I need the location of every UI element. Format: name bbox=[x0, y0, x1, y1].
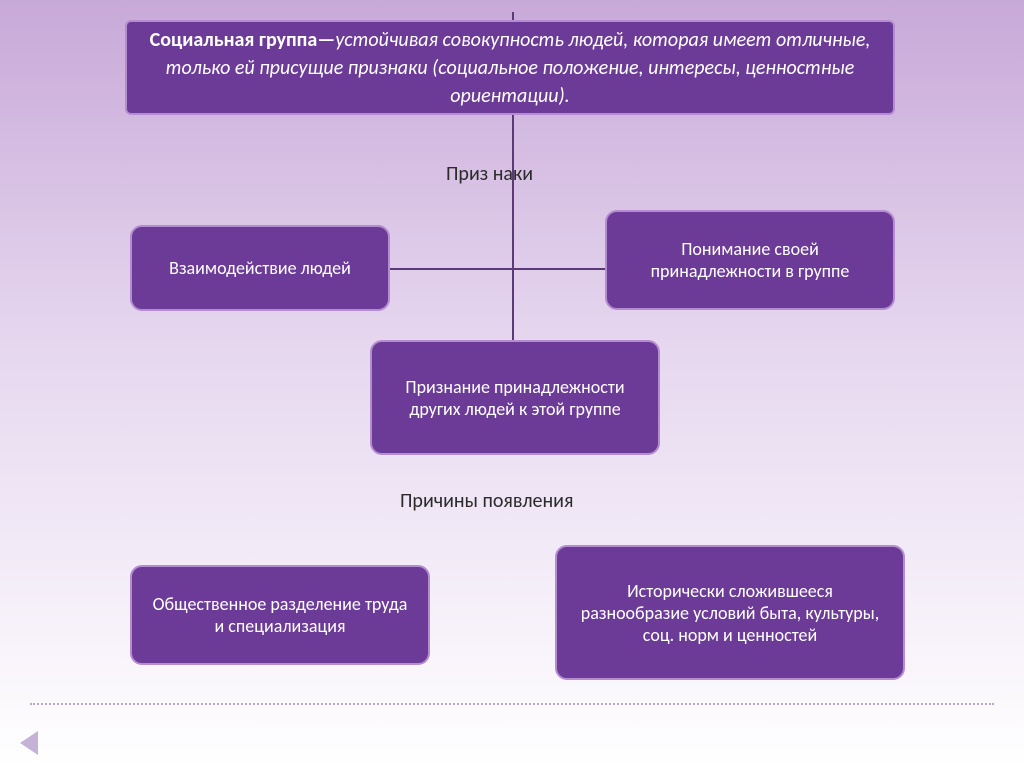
definition-term: Социальная группа— bbox=[150, 28, 336, 52]
footer-divider bbox=[30, 703, 994, 705]
connector-horizontal-left bbox=[388, 268, 514, 270]
node-labor: Общественное разделение труда и специали… bbox=[130, 565, 430, 665]
node-recognition: Признание принадлежности других людей к … bbox=[370, 340, 660, 455]
node-understanding: Понимание своей принадлежности в группе bbox=[605, 210, 895, 310]
definition-box: Социальная группа—устойчивая совокупност… bbox=[125, 20, 895, 115]
connector-horizontal-right bbox=[514, 268, 606, 270]
section-label-causes: Причины появления bbox=[400, 489, 573, 513]
section-label-signs: Приз наки bbox=[446, 162, 533, 186]
prev-slide-arrow[interactable] bbox=[20, 731, 38, 755]
node-interaction: Взаимодействие людей bbox=[130, 225, 390, 311]
node-historic: Исторически сложившееся разнообразие усл… bbox=[555, 545, 905, 680]
